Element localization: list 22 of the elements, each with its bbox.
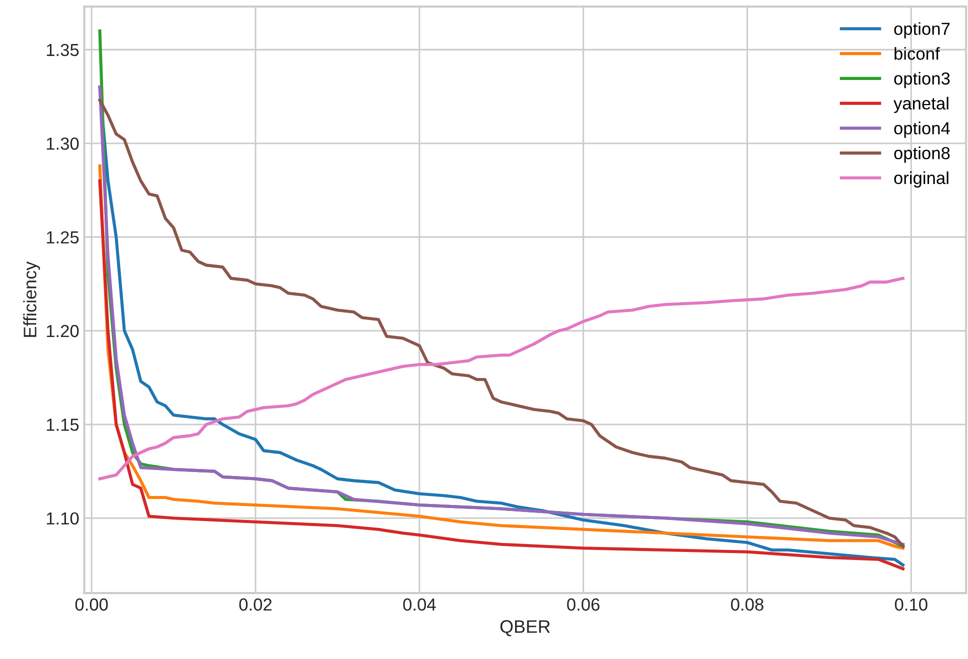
legend-label: biconf bbox=[894, 47, 940, 60]
x-tick-label: 0.10 bbox=[894, 598, 928, 611]
legend-label: yanetal bbox=[894, 96, 948, 113]
line-series bbox=[98, 276, 904, 480]
legend-label: option8 bbox=[894, 146, 950, 163]
x-axis-title: QBER bbox=[500, 620, 550, 636]
x-tick-label: 0.08 bbox=[731, 598, 764, 611]
x-tick-label: 0.06 bbox=[567, 598, 600, 611]
y-tick-label: 1.35 bbox=[46, 44, 79, 56]
y-tick-label: 1.15 bbox=[46, 418, 79, 431]
legend-label: option4 bbox=[894, 122, 950, 138]
y-tick-label: 1.20 bbox=[46, 324, 79, 338]
legend-label: original bbox=[894, 171, 948, 188]
y-axis-title: Efficiency bbox=[23, 261, 40, 337]
y-tick-label: 1.10 bbox=[46, 512, 79, 525]
x-tick-label: 0.02 bbox=[239, 598, 272, 611]
legend-label: option7 bbox=[894, 22, 950, 38]
x-tick-label: 0.00 bbox=[75, 598, 108, 611]
y-tick-label: 1.25 bbox=[46, 231, 79, 244]
x-tick-label: 0.04 bbox=[403, 598, 436, 611]
y-tick-label: 1.30 bbox=[46, 138, 79, 150]
legend-label: option3 bbox=[894, 72, 950, 88]
